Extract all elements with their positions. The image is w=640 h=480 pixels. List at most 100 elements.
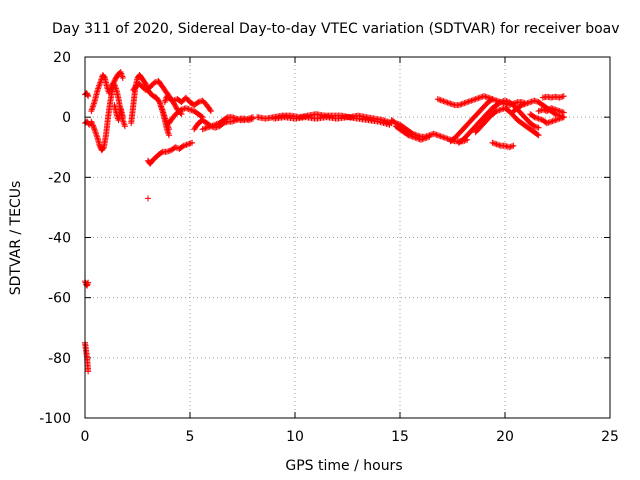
data-point	[555, 116, 562, 123]
data-point	[443, 99, 450, 106]
data-point	[434, 96, 441, 103]
data-point	[469, 97, 476, 104]
y-tick-label: -40	[48, 231, 71, 247]
data-point	[97, 79, 104, 86]
data-point	[166, 132, 172, 139]
data-point	[467, 98, 473, 105]
data-point	[458, 101, 465, 108]
data-point	[213, 121, 220, 128]
data-point	[535, 132, 542, 139]
data-point	[461, 100, 468, 107]
data-point	[178, 106, 185, 113]
data-point	[210, 122, 217, 129]
data-point	[495, 107, 501, 114]
data-point	[474, 95, 480, 102]
y-tick-label: -80	[48, 351, 71, 367]
data-point	[465, 98, 472, 105]
data-point	[426, 133, 433, 140]
data-point	[88, 119, 95, 126]
data-point	[92, 129, 99, 136]
data-point	[482, 93, 489, 100]
data-point	[430, 130, 437, 137]
data-point	[546, 119, 553, 126]
data-point	[85, 368, 92, 375]
data-point	[405, 132, 412, 139]
data-point	[209, 122, 216, 129]
data-point	[245, 115, 252, 122]
data-point	[443, 135, 450, 142]
data-point	[440, 98, 447, 105]
data-point	[441, 98, 448, 105]
data-point	[476, 94, 483, 101]
data-point	[96, 81, 103, 88]
data-point	[165, 130, 172, 137]
data-point	[559, 109, 566, 116]
data-point	[448, 101, 455, 108]
data-point	[534, 115, 541, 122]
data-point	[502, 142, 508, 149]
data-point	[161, 99, 168, 106]
data-point	[560, 93, 567, 100]
data-point	[462, 99, 469, 106]
data-point	[159, 106, 166, 113]
data-point	[201, 125, 207, 132]
data-point	[155, 97, 162, 104]
data-point	[95, 84, 102, 91]
data-point	[170, 100, 177, 107]
data-point	[121, 121, 128, 128]
x-tick-label: 15	[391, 429, 409, 445]
data-point	[182, 142, 189, 149]
data-point	[423, 134, 430, 141]
data-point	[520, 101, 527, 108]
y-tick-label: -60	[48, 291, 71, 307]
data-point	[160, 109, 167, 116]
data-point	[441, 134, 448, 141]
data-point	[160, 111, 167, 118]
data-point	[94, 133, 101, 140]
data-point	[90, 124, 97, 131]
data-point	[447, 100, 454, 107]
x-axis-label: GPS time / hours	[285, 458, 402, 474]
data-point	[506, 144, 513, 151]
y-tick-label: 0	[62, 110, 71, 126]
data-point	[551, 106, 557, 113]
x-tick-label: 20	[496, 429, 514, 445]
data-point	[471, 96, 478, 103]
x-tick-label: 10	[286, 429, 304, 445]
data-point	[188, 107, 195, 114]
data-point	[499, 98, 506, 105]
data-point	[497, 99, 504, 106]
data-point	[142, 80, 149, 87]
data-point	[437, 133, 444, 140]
data-point	[558, 115, 564, 122]
data-point	[436, 96, 443, 103]
data-point	[88, 108, 95, 115]
data-point	[439, 133, 445, 140]
data-point	[507, 143, 514, 150]
data-point	[437, 97, 444, 104]
data-point	[195, 99, 202, 106]
data-point	[559, 114, 566, 121]
data-point	[534, 131, 541, 138]
x-tick-label: 0	[81, 429, 90, 445]
data-point	[502, 97, 508, 104]
data-point	[90, 102, 97, 109]
data-point	[478, 94, 485, 101]
data-point	[531, 123, 538, 130]
y-axis-label: SDTVAR / TECUs	[8, 181, 24, 296]
data-point	[535, 124, 542, 131]
data-point	[161, 112, 168, 119]
data-point	[173, 104, 179, 111]
data-point	[187, 106, 193, 113]
data-point	[184, 105, 191, 112]
data-point	[489, 139, 496, 146]
data-point	[521, 101, 528, 108]
data-point	[532, 123, 539, 130]
data-point	[539, 106, 546, 113]
data-point	[553, 116, 560, 123]
data-point	[535, 115, 542, 122]
data-point	[100, 145, 107, 152]
data-point	[88, 106, 95, 113]
data-point	[468, 97, 475, 104]
data-point	[524, 100, 531, 107]
